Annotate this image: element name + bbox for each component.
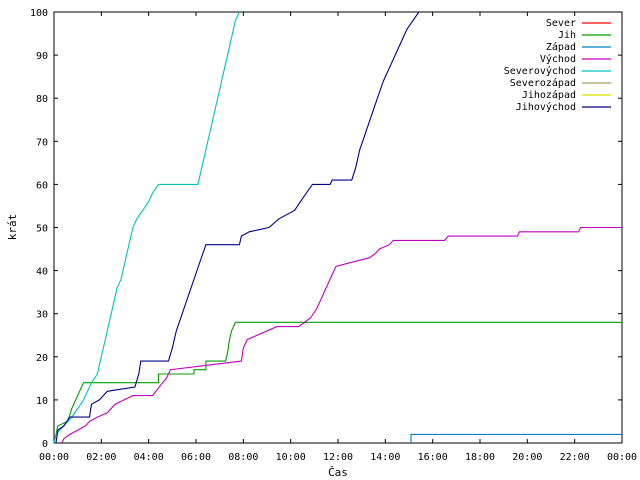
- x-tick-label: 18:00: [465, 452, 495, 463]
- y-tick-label: 40: [36, 267, 48, 278]
- x-tick-label: 06:00: [181, 452, 211, 463]
- series-line-Severovýchod: [53, 11, 240, 444]
- legend-label: Severovýchod: [504, 65, 576, 77]
- y-tick-label: 20: [36, 353, 48, 364]
- x-tick-label: 02:00: [86, 452, 116, 463]
- legend-label: Jihovýchod: [516, 101, 576, 113]
- x-axis-label: Čas: [328, 466, 348, 479]
- y-tick-label: 30: [36, 310, 48, 321]
- x-tick-label: 12:00: [323, 452, 353, 463]
- y-tick-label: 50: [36, 224, 48, 235]
- x-tick-label: 20:00: [512, 452, 542, 463]
- ticks-layer: 00:00 02:00 04:00 06:00 08:00 10:00 12:00 14:00…: [30, 8, 637, 463]
- y-axis-label: krát: [6, 214, 19, 241]
- y-tick-label: 80: [36, 94, 48, 105]
- legend-label: Jih: [558, 30, 576, 41]
- x-tick-label: 00:00: [39, 452, 69, 463]
- legend: SeverJihZápadVýchodSeverovýchodSeverozáp…: [504, 18, 611, 113]
- x-tick-label: 16:00: [418, 452, 448, 463]
- series-line-Jihovýchod: [55, 11, 420, 444]
- series-line-Západ: [410, 433, 622, 443]
- legend-label: Jihozápad: [522, 89, 576, 101]
- x-tick-label: 08:00: [228, 452, 258, 463]
- y-tick-label: 10: [36, 396, 48, 407]
- y-tick-label: 0: [42, 439, 48, 450]
- x-tick-label: 22:00: [560, 452, 590, 463]
- x-tick-label: 14:00: [370, 452, 400, 463]
- series-line-Východ: [61, 226, 622, 444]
- legend-label: Východ: [540, 53, 576, 65]
- x-tick-label: 00:00: [607, 452, 637, 463]
- x-tick-label: 10:00: [276, 452, 306, 463]
- series-layer: [53, 11, 622, 444]
- legend-label: Severozápad: [510, 77, 576, 89]
- y-tick-label: 100: [30, 8, 48, 19]
- legend-label: Západ: [546, 41, 576, 53]
- y-tick-label: 70: [36, 137, 48, 148]
- y-tick-label: 60: [36, 180, 48, 191]
- y-tick-label: 90: [36, 51, 48, 62]
- x-tick-label: 04:00: [134, 452, 164, 463]
- legend-label: Sever: [546, 18, 576, 29]
- series-line-Jih: [53, 321, 622, 444]
